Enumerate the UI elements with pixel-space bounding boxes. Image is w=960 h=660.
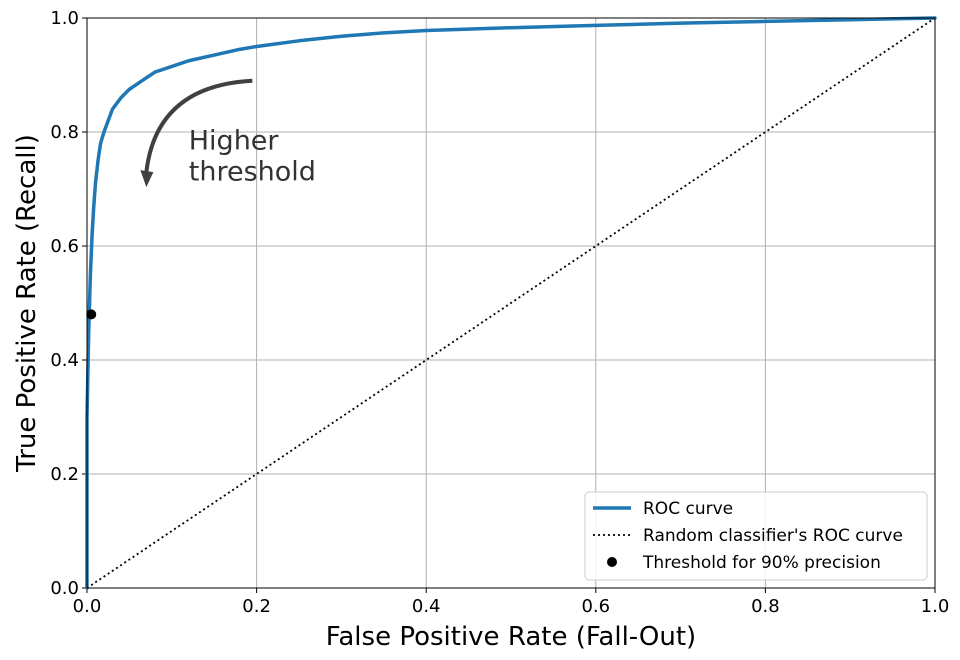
y-tick-label: 0.6 [50, 236, 79, 257]
legend-swatch-threshold [607, 557, 617, 567]
legend-item: Random classifier's ROC curve [593, 526, 903, 546]
axis-ticks: 0.0 0.2 0.4 0.6 0.8 1.0 0.0 0.2 0.4 0.6 0.8 1.0 [50, 8, 949, 617]
annotation-arrowhead [140, 170, 154, 188]
roc-curve-line [85, 16, 937, 590]
y-tick-label: 1.0 [50, 8, 79, 29]
legend-label: Random classifier's ROC curve [643, 526, 903, 546]
random-classifier-line [86, 17, 936, 589]
x-tick-label: 0.2 [242, 596, 271, 617]
legend-item: Threshold for 90% precision [607, 553, 881, 573]
legend-label: ROC curve [643, 499, 733, 519]
legend-item: ROC curve [593, 499, 733, 519]
x-tick-label: 0.4 [412, 596, 441, 617]
legend-label: Threshold for 90% precision [642, 553, 881, 573]
annotation-arrow [144, 78, 253, 173]
plot-frame [86, 17, 936, 589]
y-tick-label: 0.2 [50, 464, 79, 485]
y-tick-label: 0.4 [50, 350, 79, 371]
annotation-text: threshold [189, 156, 316, 187]
x-tick-label: 0.0 [73, 596, 102, 617]
legend: ROC curve Random classifier's ROC curve Th… [584, 491, 928, 581]
legend-box [584, 491, 928, 581]
y-tick-label: 0.8 [50, 122, 79, 143]
y-tick-label: 0.0 [50, 578, 79, 599]
threshold-point [86, 309, 97, 320]
x-tick-label: 1.0 [921, 596, 950, 617]
x-tick-label: 0.8 [751, 596, 780, 617]
y-axis-label: True Positive Rate (Recall) [12, 134, 42, 473]
x-tick-label: 0.6 [581, 596, 610, 617]
series-layer [85, 16, 937, 590]
x-axis-label: False Positive Rate (Fall-Out) [326, 622, 696, 652]
annotation-text: Higher [189, 125, 280, 156]
